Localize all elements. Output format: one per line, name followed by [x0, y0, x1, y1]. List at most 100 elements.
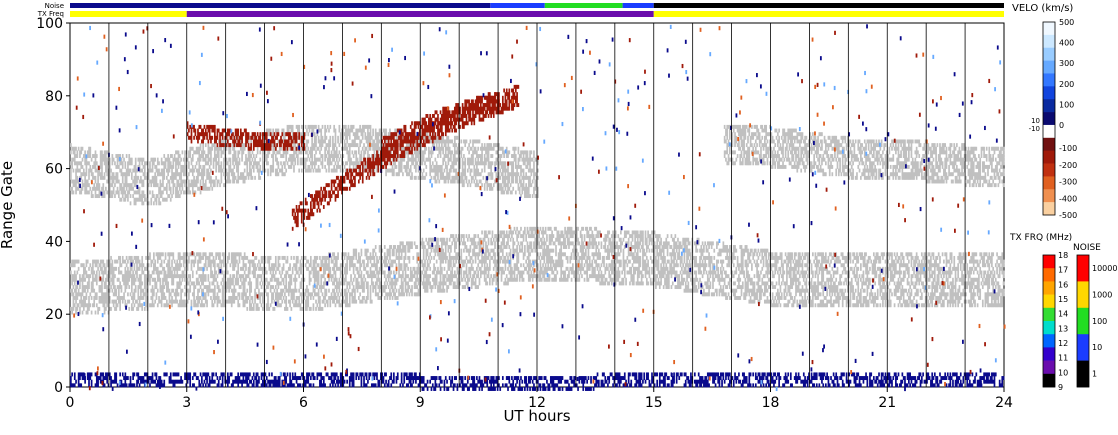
scatter-cell [338, 299, 341, 304]
scatter-cell [826, 299, 828, 304]
scatter-cell [343, 266, 346, 271]
scatter-cell [495, 274, 498, 279]
scatter-cell [355, 252, 358, 257]
scatter-cell [258, 288, 260, 293]
scatter-cell [612, 266, 614, 271]
scatter-cell [352, 248, 355, 253]
scatter-cell [333, 266, 336, 271]
scatter-cell [594, 226, 596, 231]
scatter-cell [642, 274, 644, 279]
scatter-cell [149, 303, 151, 308]
scatter-cell [75, 285, 77, 290]
scatter-cell [390, 263, 393, 268]
scatter-cell [655, 255, 657, 260]
scatter-cell [180, 263, 182, 268]
scatter-cell [758, 277, 761, 282]
scatter-cell [712, 270, 714, 275]
scatter-cell [709, 263, 712, 268]
scatter-cell [149, 255, 151, 260]
scatter-cell [402, 288, 404, 293]
scatter-cell [84, 288, 86, 293]
scatter-cell [730, 288, 732, 293]
scatter-cell [92, 285, 94, 290]
scatter-cell [753, 288, 756, 293]
scatter-cell [254, 274, 256, 279]
scatter-cell [352, 288, 355, 293]
scatter-cell [584, 248, 587, 253]
scatter-cell [75, 288, 77, 293]
scatter-cell [351, 281, 354, 286]
scatter-cell [367, 259, 369, 264]
scatter-cell [716, 241, 718, 246]
scatter-cell [367, 270, 369, 275]
scatter-cell [299, 292, 302, 297]
scatter-cell [433, 277, 435, 282]
scatter-cell [201, 277, 203, 282]
scatter-cell [623, 263, 626, 268]
scatter-cell [775, 252, 778, 257]
scatter-cell [343, 299, 346, 304]
scatter-cell [424, 270, 426, 275]
scatter-cell [780, 296, 783, 300]
scatter-cell [774, 252, 777, 257]
scatter-cell [668, 285, 670, 290]
scatter-cell [247, 266, 250, 271]
scatter-cell [775, 266, 778, 271]
scatter-cell [557, 241, 560, 246]
scatter-cell [575, 274, 578, 279]
scatter-cell [418, 259, 421, 264]
scatter-cell [845, 270, 848, 275]
scatter-cell [106, 299, 109, 304]
scatter-cell [647, 281, 649, 286]
scatter-cell [771, 303, 774, 308]
scatter-cell [417, 263, 420, 268]
scatter-cell [395, 263, 398, 268]
scatter-cell [617, 248, 620, 253]
scatter-cell [136, 263, 138, 268]
scatter-cell [251, 270, 254, 275]
scatter-cell [644, 241, 647, 246]
scatter-cell [199, 303, 202, 308]
scatter-cell [360, 248, 363, 253]
scatter-cell [217, 285, 220, 290]
scatter-cell [586, 270, 588, 275]
scatter-cell [605, 263, 608, 268]
scatter-cell [543, 277, 546, 282]
scatter-cell [490, 255, 492, 260]
scatter-cell [821, 266, 823, 271]
scatter-cell [180, 288, 182, 293]
scatter-cell [352, 299, 355, 304]
scatter-cell [503, 259, 505, 264]
scatter-cell [500, 245, 503, 249]
scatter-cell [664, 270, 666, 275]
scatter-cell [316, 285, 319, 290]
scatter-cell [268, 306, 271, 311]
scatter-cell [799, 288, 801, 293]
scatter-cell [787, 288, 790, 293]
scatter-cell [751, 277, 753, 282]
scatter-cell [210, 296, 212, 300]
scatter-cell [482, 259, 485, 264]
scatter-cell [555, 263, 557, 268]
scatter-cell [684, 245, 687, 249]
scatter-cell [767, 299, 770, 304]
scatter-cell [613, 252, 616, 257]
scatter-cell [263, 263, 265, 268]
scatter-cell [613, 245, 616, 249]
scatter-cell [758, 252, 761, 257]
scatter-cell [557, 230, 560, 235]
scatter-cell [412, 255, 415, 260]
scatter-cell [287, 281, 290, 286]
scatter-cell [660, 237, 662, 242]
scatter-cell [752, 252, 755, 257]
scatter-cell [133, 277, 136, 282]
scatter-cell [840, 274, 843, 279]
scatter-cell [123, 292, 125, 297]
scatter-cell [548, 274, 551, 279]
scatter-cell [295, 263, 298, 268]
scatter-cell [837, 255, 840, 260]
scatter-cell [334, 285, 337, 290]
scatter-cell [617, 270, 620, 275]
scatter-cell [577, 259, 579, 264]
scatter-cell [789, 277, 792, 282]
